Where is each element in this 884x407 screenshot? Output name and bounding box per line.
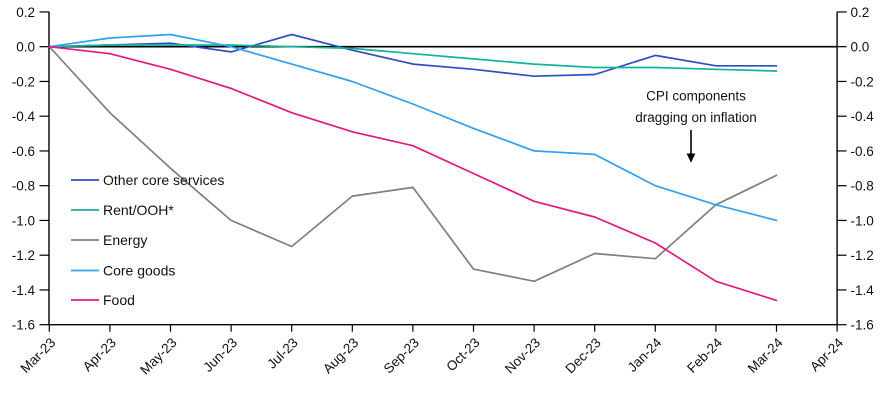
x-tick-label: Oct-23	[443, 335, 482, 374]
x-tick-label: Dec-23	[562, 335, 603, 376]
y-tick-label-left: -0.6	[12, 144, 35, 159]
y-axis-left: 0.2 0.0 -0.2 -0.4 -0.6 -0.8 -1.0 -1.2 -1.4 -1.6	[12, 5, 49, 333]
x-tick-label: Feb-24	[684, 335, 725, 376]
legend-label: Core goods	[103, 262, 175, 278]
annotation: CPI components dragging on inflation	[635, 89, 757, 163]
x-axis: Mar-23 Apr-23 May-23 Jun-23 Jul-23 Aug-23 Sep-…	[18, 324, 847, 377]
legend: Other core services Rent/OOH* Energy Core g…	[71, 172, 224, 308]
annotation-line2: dragging on inflation	[635, 110, 757, 125]
x-tick-label: Jun-23	[200, 335, 240, 375]
x-tick-label: Jan-24	[625, 335, 665, 375]
x-tick-label: Jul-23	[264, 335, 301, 372]
y-tick-label-right: -1.2	[851, 248, 874, 263]
x-tick-label: Aug-23	[320, 335, 361, 376]
x-tick-label: Apr-23	[80, 335, 119, 374]
annotation-line1: CPI components	[646, 89, 746, 104]
x-tick-label: Sep-23	[381, 335, 422, 376]
legend-label: Other core services	[103, 172, 224, 188]
y-tick-label-left: -0.2	[12, 74, 35, 89]
series-line-core-goods	[48, 33, 778, 222]
series-line-food	[48, 45, 778, 302]
y-tick-label-left: 0.0	[16, 40, 35, 55]
y-tick-label-right: -1.4	[851, 283, 875, 298]
legend-item: Rent/OOH*	[71, 202, 174, 218]
y-tick-label-right: 0.2	[851, 5, 870, 20]
y-tick-label-left: -0.4	[12, 109, 36, 124]
arrow-head	[686, 153, 696, 163]
series-line-other-core-services	[48, 33, 778, 78]
axes	[48, 11, 838, 326]
y-tick-label-left: -1.2	[12, 248, 35, 263]
y-tick-label-right: -0.6	[851, 144, 874, 159]
x-tick-label: Mar-23	[18, 335, 59, 376]
y-tick-label-right: 0.0	[851, 40, 870, 55]
series-line-rent-ooh-	[48, 44, 778, 72]
y-tick-label-left: -1.0	[12, 213, 35, 228]
y-tick-label-right: -0.4	[851, 109, 875, 124]
legend-item: Core goods	[71, 262, 175, 278]
legend-item: Food	[71, 292, 135, 308]
legend-label: Rent/OOH*	[103, 202, 174, 218]
x-tick-label: May-23	[137, 335, 179, 377]
legend-item: Other core services	[71, 172, 224, 188]
legend-label: Energy	[103, 232, 147, 248]
legend-label: Food	[103, 292, 135, 308]
x-tick-label: Nov-23	[502, 335, 543, 376]
series-lines	[48, 33, 778, 302]
legend-item: Energy	[71, 232, 147, 248]
y-tick-label-right: -1.0	[851, 213, 874, 228]
y-tick-label-right: -0.2	[851, 74, 874, 89]
y-tick-label-right: -0.8	[851, 179, 874, 194]
x-tick-label: Apr-24	[807, 335, 847, 375]
y-tick-label-left: -1.4	[12, 283, 36, 298]
y-tick-label-left: -1.6	[12, 318, 35, 333]
y-tick-label-left: 0.2	[16, 5, 35, 20]
down-arrow-icon	[686, 130, 696, 163]
y-tick-label-right: -1.6	[851, 318, 874, 333]
x-tick-label: Mar-24	[745, 335, 786, 376]
y-tick-label-left: -0.8	[12, 179, 35, 194]
series-line-energy	[48, 45, 778, 283]
y-axis-right: 0.2 0.0 -0.2 -0.4 -0.6 -0.8 -1.0 -1.2 -1.4 -1.6	[837, 5, 874, 333]
